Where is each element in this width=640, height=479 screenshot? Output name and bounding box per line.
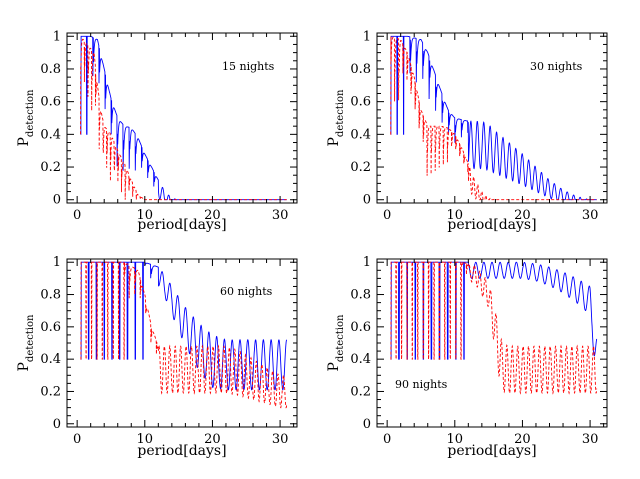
panel-annotation: 15 nights [222,60,275,73]
y-axis-label-main: P [326,137,342,146]
y-tick-label: 0 [363,193,371,208]
x-tick-label: 0 [73,432,81,447]
y-tick-label: 0.6 [40,320,61,335]
x-tick-label: 20 [204,208,221,223]
y-axis-label: Pdetection [16,89,36,147]
series-dashed-line [390,261,598,395]
y-tick-label: 0.8 [40,62,61,77]
y-axis-label-main: P [326,362,342,371]
panel-30-nights: 0 10 20 30 0 0.2 0.4 0.6 0.8 1 30 nights period[d… [326,29,608,233]
y-tick-label: 0.4 [40,352,61,367]
series-solid-line [390,261,598,360]
y-tick-label: 1 [53,29,61,44]
plot-area: 0 10 20 30 0 0.2 0.4 0.6 0.8 1 [40,255,298,447]
y-tick-label: 0.8 [350,62,371,77]
y-tick-label: 0 [363,417,371,432]
y-axis-label-main: P [16,137,32,146]
series-dashed-line [80,261,288,409]
plot-area: 0 10 20 30 0 0.2 0.4 0.6 0.8 1 [350,29,608,223]
x-tick-label: 20 [514,432,531,447]
y-tick-label: 0.4 [350,127,371,142]
x-tick-label: 10 [137,208,154,223]
y-axis-label-sub: detection [25,314,36,362]
y-tick-label: 0.4 [40,127,61,142]
y-axis-label: Pdetection [326,314,346,372]
panel-annotation: 30 nights [530,60,583,73]
y-tick-label: 0.2 [40,160,61,175]
series-dashed-line [80,38,287,201]
y-axis-label: Pdetection [16,314,36,372]
x-tick-label: 0 [73,208,81,223]
y-tick-label: 0.6 [350,95,371,110]
panel-annotation: 60 nights [220,285,273,298]
y-axis-label-sub: detection [335,314,346,362]
panel-annotation: 90 nights [395,378,448,391]
x-tick-label: 0 [383,432,391,447]
plot-frame [376,258,608,428]
y-axis-label-sub: detection [25,89,36,137]
x-axis-label: period[days] [137,217,226,233]
x-tick-label: 20 [514,208,531,223]
y-axis-label-sub: detection [335,89,346,137]
plot-frame [376,32,608,204]
x-axis-label: period[days] [447,217,536,233]
panel-60-nights: 0 10 20 30 0 0.2 0.4 0.6 0.8 1 60 nights period[d… [16,255,298,459]
x-tick-label: 10 [137,432,154,447]
y-tick-label: 0.6 [350,320,371,335]
y-tick-label: 0.2 [350,160,371,175]
series-solid-line [390,35,597,201]
y-tick-label: 0.8 [40,288,61,303]
y-tick-label: 1 [53,255,61,270]
y-axis-label-main: P [16,362,32,371]
y-tick-label: 0.2 [40,384,61,399]
x-axis-label: period[days] [137,443,226,459]
y-tick-label: 0.4 [350,352,371,367]
series-dashed-line [390,36,597,201]
x-tick-label: 30 [582,432,599,447]
x-tick-label: 30 [272,208,289,223]
panel-90-nights: 0 10 20 30 0 0.2 0.4 0.6 0.8 1 90 nights period[d… [326,255,608,459]
y-tick-label: 0 [53,193,61,208]
x-axis-label: period[days] [447,443,536,459]
y-tick-label: 1 [363,29,371,44]
plot-area: 0 10 20 30 0 0.2 0.4 0.6 0.8 1 [40,29,298,223]
x-tick-label: 30 [272,432,289,447]
y-tick-label: 0.6 [40,95,61,110]
panel-15-nights: 0 10 20 30 0 0.2 0.4 0.6 0.8 1 15 nights period[d… [16,29,298,233]
y-tick-label: 1 [363,255,371,270]
x-tick-label: 20 [204,432,221,447]
x-tick-label: 10 [447,208,464,223]
y-axis-label: Pdetection [326,89,346,147]
x-tick-label: 30 [582,208,599,223]
y-tick-label: 0 [53,417,61,432]
series-solid-line [80,35,287,201]
x-tick-label: 10 [447,432,464,447]
x-tick-label: 0 [383,208,391,223]
plot-area: 0 10 20 30 0 0.2 0.4 0.6 0.8 1 [350,255,608,447]
y-tick-label: 0.2 [350,384,371,399]
y-tick-label: 0.8 [350,288,371,303]
